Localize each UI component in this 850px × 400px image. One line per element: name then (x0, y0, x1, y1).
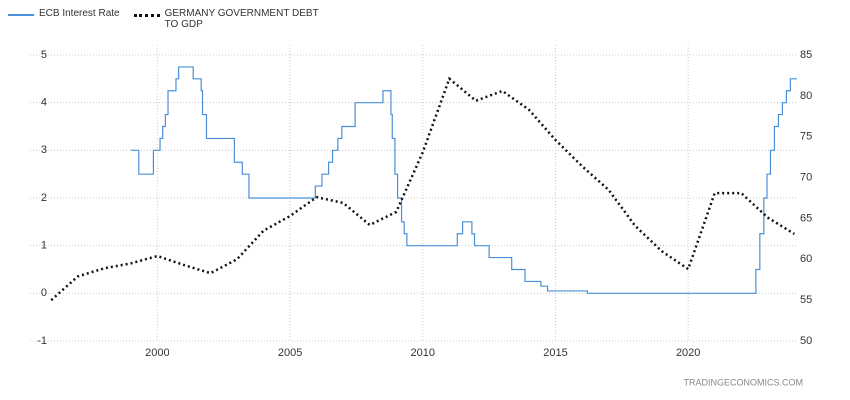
y-tick-label: 3 (41, 144, 47, 156)
source: TRADINGECONOMICS.COM (683, 377, 803, 387)
series-line (50, 76, 796, 302)
y-tick-label: 1 (41, 240, 47, 252)
y2-tick-label: 60 (800, 253, 812, 265)
x-tick-label: 2015 (543, 347, 567, 359)
x-tick-label: 2000 (145, 347, 169, 359)
legend-label: ECB Interest Rate (39, 8, 120, 19)
x-tick-label: 2020 (676, 347, 700, 359)
y2-tick-label: 55 (800, 294, 812, 306)
x-tick-label: 2010 (411, 347, 435, 359)
y-tick-label: 2 (41, 192, 47, 204)
legend-item: GERMANY GOVERNMENT DEBT TO GDP (133, 8, 325, 30)
y2-tick-label: 50 (800, 335, 812, 347)
legend: ECB Interest Rate GERMANY GOVERNMENT DEBT… (8, 8, 325, 30)
y-tick-label: 4 (41, 97, 47, 109)
series-line (130, 66, 797, 294)
legend-key (133, 14, 160, 17)
y-tick-label: 0 (41, 287, 47, 299)
legend-item: ECB Interest Rate (8, 8, 120, 30)
y2-tick-label: 85 (800, 49, 812, 61)
y2-tick-label: 65 (800, 212, 812, 224)
legend-label: GERMANY GOVERNMENT DEBT TO GDP (164, 8, 319, 30)
y-tick-label: 5 (41, 49, 47, 61)
legend-key (8, 14, 34, 16)
y2-tick-label: 75 (800, 131, 812, 143)
y2-tick-label: 80 (800, 90, 812, 102)
x-tick-label: 2005 (278, 347, 302, 359)
y2-tick-label: 70 (800, 171, 812, 183)
y-tick-label: -1 (37, 335, 47, 347)
